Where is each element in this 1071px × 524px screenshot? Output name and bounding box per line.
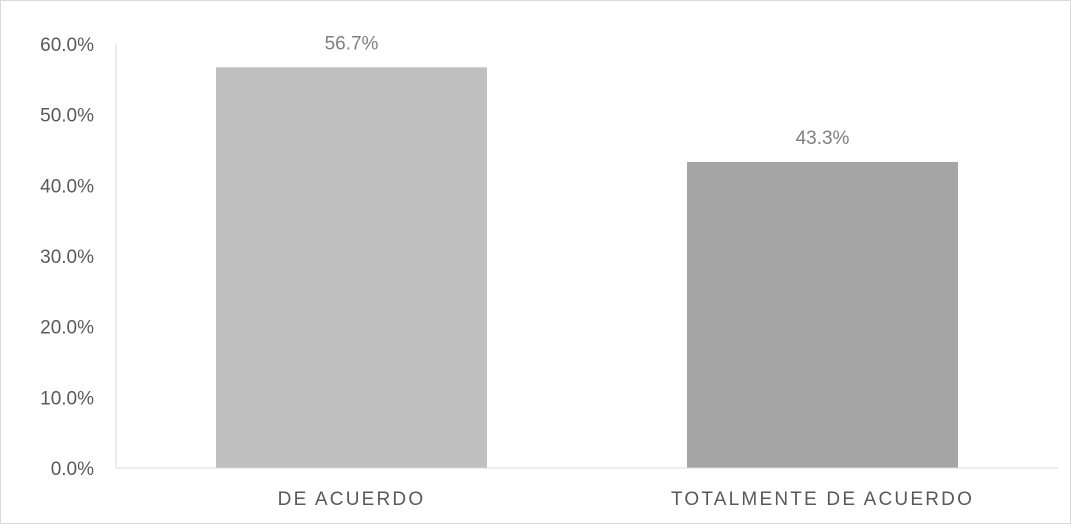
x-axis: DE ACUERDO TOTALMENTE DE ACUERDO bbox=[116, 467, 1058, 510]
y-tick-label: 50.0% bbox=[40, 106, 94, 127]
data-labels: 56.7% 43.3% bbox=[325, 33, 850, 149]
x-category-label: TOTALMENTE DE ACUERDO bbox=[671, 489, 974, 510]
y-tick-label: 10.0% bbox=[40, 388, 94, 409]
y-axis: 0.0% 10.0% 20.0% 30.0% 40.0% 50.0% 60.0% bbox=[40, 35, 117, 480]
y-tick-label: 0.0% bbox=[51, 459, 94, 480]
y-tick-label: 60.0% bbox=[40, 35, 94, 56]
bar bbox=[687, 162, 958, 468]
y-tick-label: 40.0% bbox=[40, 176, 94, 197]
bar bbox=[216, 67, 487, 468]
y-tick-label: 20.0% bbox=[40, 318, 94, 339]
data-label: 56.7% bbox=[325, 33, 379, 54]
y-tick-label: 30.0% bbox=[40, 247, 94, 268]
x-category-label: DE ACUERDO bbox=[278, 489, 426, 510]
data-label: 43.3% bbox=[796, 128, 850, 149]
bars bbox=[216, 67, 958, 468]
